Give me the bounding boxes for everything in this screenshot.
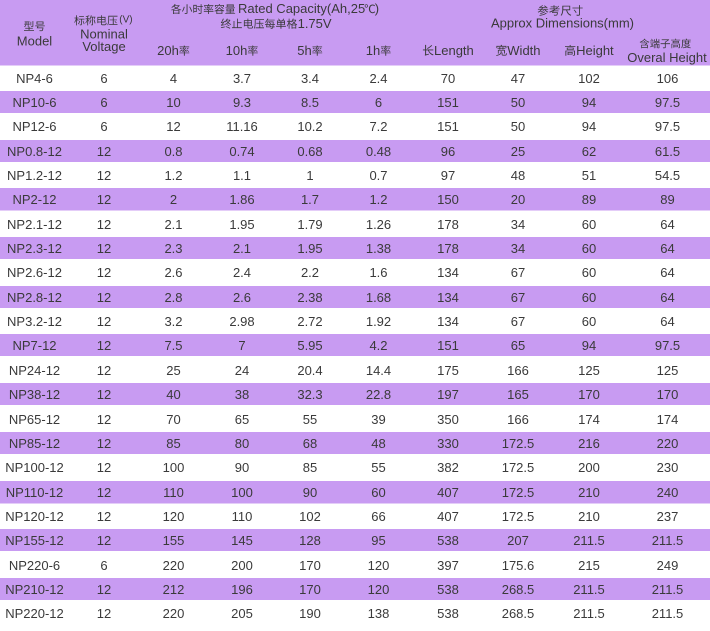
svg-text:Approx Dimensions(mm): Approx Dimensions(mm) <box>491 15 634 30</box>
svg-text:Overal Height: Overal Height <box>627 50 707 65</box>
svg-text:Rated Capacity(Ah,25: Rated Capacity(Ah,25 <box>238 1 365 16</box>
svg-text:10h: 10h <box>226 43 248 58</box>
svg-text:): ) <box>375 1 379 16</box>
svg-text:Width: Width <box>507 43 540 58</box>
svg-text:(V): (V) <box>119 15 132 26</box>
svg-text:Voltage: Voltage <box>82 39 125 54</box>
svg-text:Height: Height <box>576 43 614 58</box>
svg-text:5h: 5h <box>297 43 311 58</box>
svg-text:Model: Model <box>17 34 53 49</box>
svg-text:Nominal: Nominal <box>80 27 128 42</box>
svg-text:20h: 20h <box>157 43 179 58</box>
svg-text:Length: Length <box>434 43 474 58</box>
svg-text:1h: 1h <box>366 43 380 58</box>
svg-text:1.75V: 1.75V <box>298 16 332 31</box>
